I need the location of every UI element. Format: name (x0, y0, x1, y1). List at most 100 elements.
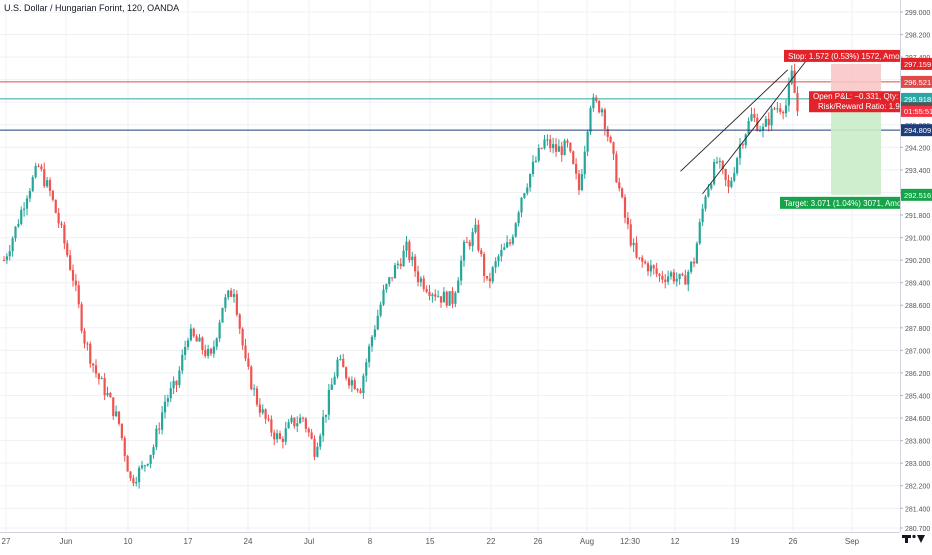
candle-body (718, 160, 721, 162)
candle-body (89, 343, 92, 364)
candle-body (135, 482, 138, 484)
time-axis: 27 Jun 10 17 24 Jul 8 15 22 26 Aug 12:30 12 19 26 Sep (0, 532, 900, 546)
candle-body (273, 432, 276, 440)
candle-body (368, 346, 371, 363)
candle-body (796, 92, 799, 112)
price-axis-label: 288.600 (905, 303, 930, 310)
candle-body (198, 337, 201, 342)
price-label-stop: 297.159 (901, 57, 932, 70)
candle-body (25, 198, 29, 209)
candle-body (721, 160, 724, 170)
candle-body (339, 358, 342, 360)
candle-body (580, 174, 583, 191)
rr-label-text: Risk/Reward Ratio: 1.95 (818, 102, 905, 111)
candle-body (684, 275, 687, 285)
candle-body (307, 428, 310, 433)
candle-body (57, 212, 60, 224)
candle-body (569, 142, 572, 152)
candle-body (439, 296, 443, 303)
candle-body (382, 289, 385, 305)
candle-body (724, 169, 727, 180)
candle-body (506, 242, 509, 248)
candle-body (362, 375, 365, 394)
time-axis-label: 22 (487, 537, 496, 546)
price-axis-bg (900, 0, 932, 550)
grid-lines (0, 0, 900, 532)
target-label-text: Target: 3.071 (1.04%) 3071, Amount (784, 199, 913, 208)
countdown-box (901, 105, 932, 117)
candle-body (253, 388, 256, 390)
candle-body (497, 256, 500, 262)
price-axis-label: 287.000 (905, 348, 930, 355)
candle-body (287, 422, 290, 429)
candle-body (715, 161, 719, 163)
candle-body (48, 180, 52, 191)
candle-body (350, 380, 353, 386)
price-axis-label: 284.600 (905, 416, 930, 423)
price-axis-label: 283.000 (905, 461, 930, 468)
time-axis-label: Sep (845, 537, 860, 546)
candle-body (230, 290, 233, 297)
candle-body (86, 343, 89, 345)
candle-body (448, 291, 451, 306)
candle-body (678, 273, 681, 279)
candle-body (399, 263, 402, 267)
candle-body (442, 291, 445, 303)
candle-body (626, 217, 629, 225)
candle-body (74, 280, 77, 286)
candle-body (652, 265, 655, 269)
price-label-level_navy: 294.809 (901, 124, 932, 137)
candle-body (575, 163, 578, 174)
price-label-text: 295.918 (904, 95, 931, 104)
candle-body (638, 257, 641, 259)
price-axis-label: 280.700 (905, 526, 930, 533)
candle-body (583, 151, 586, 175)
price-label-box (901, 57, 932, 70)
candle-body (577, 173, 581, 191)
candle-body (609, 136, 612, 143)
candle-body (603, 109, 606, 129)
candle-body (776, 108, 779, 110)
candle-body (692, 261, 696, 264)
candle-body (514, 223, 517, 237)
candle-body (281, 438, 284, 442)
candle-body (373, 329, 376, 337)
countdown-text: 01:55:51 (904, 107, 932, 116)
candle-body (773, 108, 776, 110)
candle-body (411, 256, 414, 261)
candle-body (227, 290, 230, 298)
candle-body (232, 294, 236, 297)
candle-body (276, 433, 279, 440)
candle-body (589, 108, 592, 132)
candle-body (316, 446, 319, 457)
candle-body (117, 411, 121, 424)
candle-body (319, 435, 322, 447)
candle-body (701, 208, 704, 223)
candle-body (635, 242, 638, 258)
price-axis-label: 283.800 (905, 439, 930, 446)
time-axis-label: 26 (789, 537, 798, 546)
price-axis-label: 285.400 (905, 393, 930, 400)
time-axis-label: 27 (2, 537, 11, 546)
candle-body (655, 268, 658, 275)
candle-body (172, 380, 175, 389)
candle-body (327, 389, 330, 415)
candle-body (393, 265, 397, 279)
candle-body (552, 144, 555, 149)
candle-body (612, 142, 615, 155)
candle-body (405, 241, 408, 251)
candle-body (425, 289, 428, 292)
candle-body (293, 417, 296, 427)
candle-body (618, 182, 621, 189)
candle-body (2, 260, 6, 262)
candle-body (152, 447, 155, 455)
price-axis-label: 282.200 (905, 484, 930, 491)
candle-body (37, 165, 40, 167)
candle-body (365, 362, 368, 376)
candle-body (428, 291, 431, 297)
candle-body (649, 265, 652, 272)
candle-body (5, 256, 8, 261)
candle-body (247, 358, 250, 367)
